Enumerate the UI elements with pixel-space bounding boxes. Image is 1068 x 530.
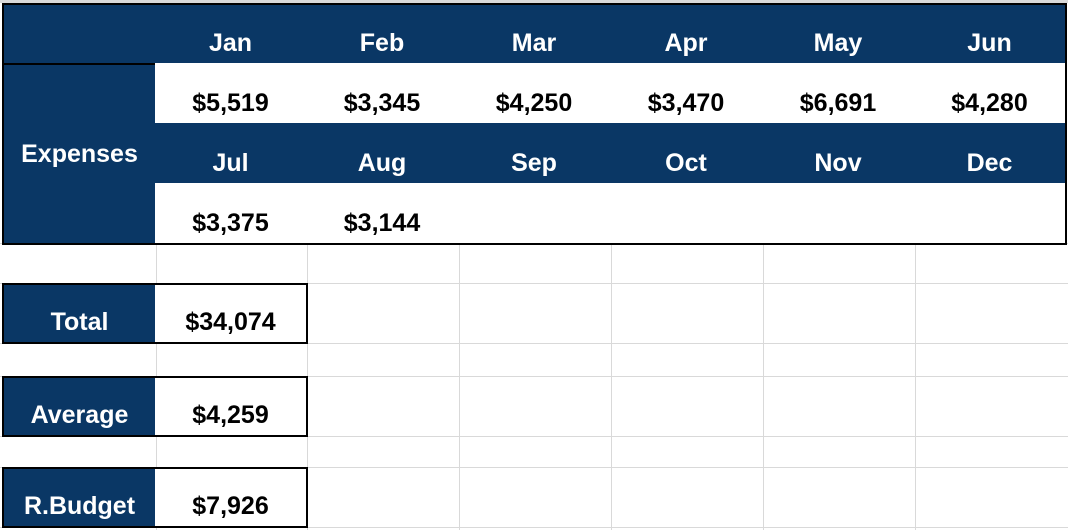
gridline <box>0 436 1068 437</box>
expenses-row-label[interactable]: Expenses <box>2 63 157 245</box>
corner-header-cell <box>2 3 157 65</box>
total-label: Total <box>50 308 109 336</box>
expense-value-sep[interactable] <box>458 183 612 245</box>
month-header-apr[interactable]: Apr <box>610 3 764 65</box>
remaining-budget-label: R.Budget <box>23 492 136 520</box>
gridline <box>0 527 1068 528</box>
remaining-budget-value: $7,926 <box>192 492 269 520</box>
month-header-oct[interactable]: Oct <box>610 123 764 185</box>
expense-value-jul[interactable]: $3,375 <box>155 183 308 245</box>
average-label-cell[interactable]: Average <box>2 376 157 437</box>
expense-value-apr[interactable]: $3,470 <box>610 63 764 125</box>
month-label: Feb <box>359 29 405 57</box>
expense-value: $6,691 <box>799 89 877 117</box>
average-value-cell[interactable]: $4,259 <box>155 376 308 437</box>
gridline <box>0 343 1068 344</box>
remaining-budget-value-cell[interactable]: $7,926 <box>155 467 308 528</box>
month-label: Jan <box>208 29 253 57</box>
expense-value-jan[interactable]: $5,519 <box>155 63 308 125</box>
month-header-feb[interactable]: Feb <box>306 3 460 65</box>
expense-value: $4,250 <box>495 89 573 117</box>
expense-value-feb[interactable]: $3,345 <box>306 63 460 125</box>
gridline <box>915 243 916 530</box>
gridline <box>0 376 1068 377</box>
expense-value: $4,280 <box>951 89 1028 117</box>
month-label: Oct <box>665 149 707 177</box>
gridline <box>0 283 1068 284</box>
month-header-nov[interactable]: Nov <box>762 123 916 185</box>
expense-value: $3,375 <box>192 209 269 237</box>
expense-value-may[interactable]: $6,691 <box>762 63 916 125</box>
gridline <box>0 467 1068 468</box>
remaining-budget-label-cell[interactable]: R.Budget <box>2 467 157 528</box>
month-label: Mar <box>511 29 557 57</box>
expenses-label-text: Expenses <box>21 139 138 168</box>
gridline <box>763 243 764 530</box>
month-label: May <box>813 29 863 57</box>
gridline <box>0 0 1068 3</box>
expense-value-mar[interactable]: $4,250 <box>458 63 612 125</box>
month-header-jul[interactable]: Jul <box>155 123 308 185</box>
expense-value: $3,470 <box>647 89 725 117</box>
expense-value-oct[interactable] <box>610 183 764 245</box>
month-label: Sep <box>511 149 557 177</box>
month-header-may[interactable]: May <box>762 3 916 65</box>
month-label: Jun <box>967 29 1012 57</box>
average-label: Average <box>30 401 129 429</box>
month-header-dec[interactable]: Dec <box>914 123 1067 185</box>
gridline <box>611 243 612 530</box>
month-label: Apr <box>664 29 708 57</box>
expense-value-jun[interactable]: $4,280 <box>914 63 1067 125</box>
expense-value: $3,144 <box>343 209 421 237</box>
month-header-aug[interactable]: Aug <box>306 123 460 185</box>
expense-value-dec[interactable] <box>914 183 1067 245</box>
month-label: Dec <box>966 149 1013 177</box>
month-label: Jul <box>212 149 249 177</box>
month-label: Aug <box>357 149 407 177</box>
expense-value: $5,519 <box>192 89 269 117</box>
month-label: Nov <box>814 149 862 177</box>
expense-value-aug[interactable]: $3,144 <box>306 183 460 245</box>
month-header-sep[interactable]: Sep <box>458 123 612 185</box>
month-header-jun[interactable]: Jun <box>914 3 1067 65</box>
gridline <box>459 243 460 530</box>
expense-value: $3,345 <box>343 89 421 117</box>
month-header-mar[interactable]: Mar <box>458 3 612 65</box>
total-label-cell[interactable]: Total <box>2 283 157 344</box>
average-value: $4,259 <box>192 401 269 429</box>
total-value-cell[interactable]: $34,074 <box>155 283 308 344</box>
month-header-jan[interactable]: Jan <box>155 3 308 65</box>
total-value: $34,074 <box>185 308 276 336</box>
expense-value-nov[interactable] <box>762 183 916 245</box>
